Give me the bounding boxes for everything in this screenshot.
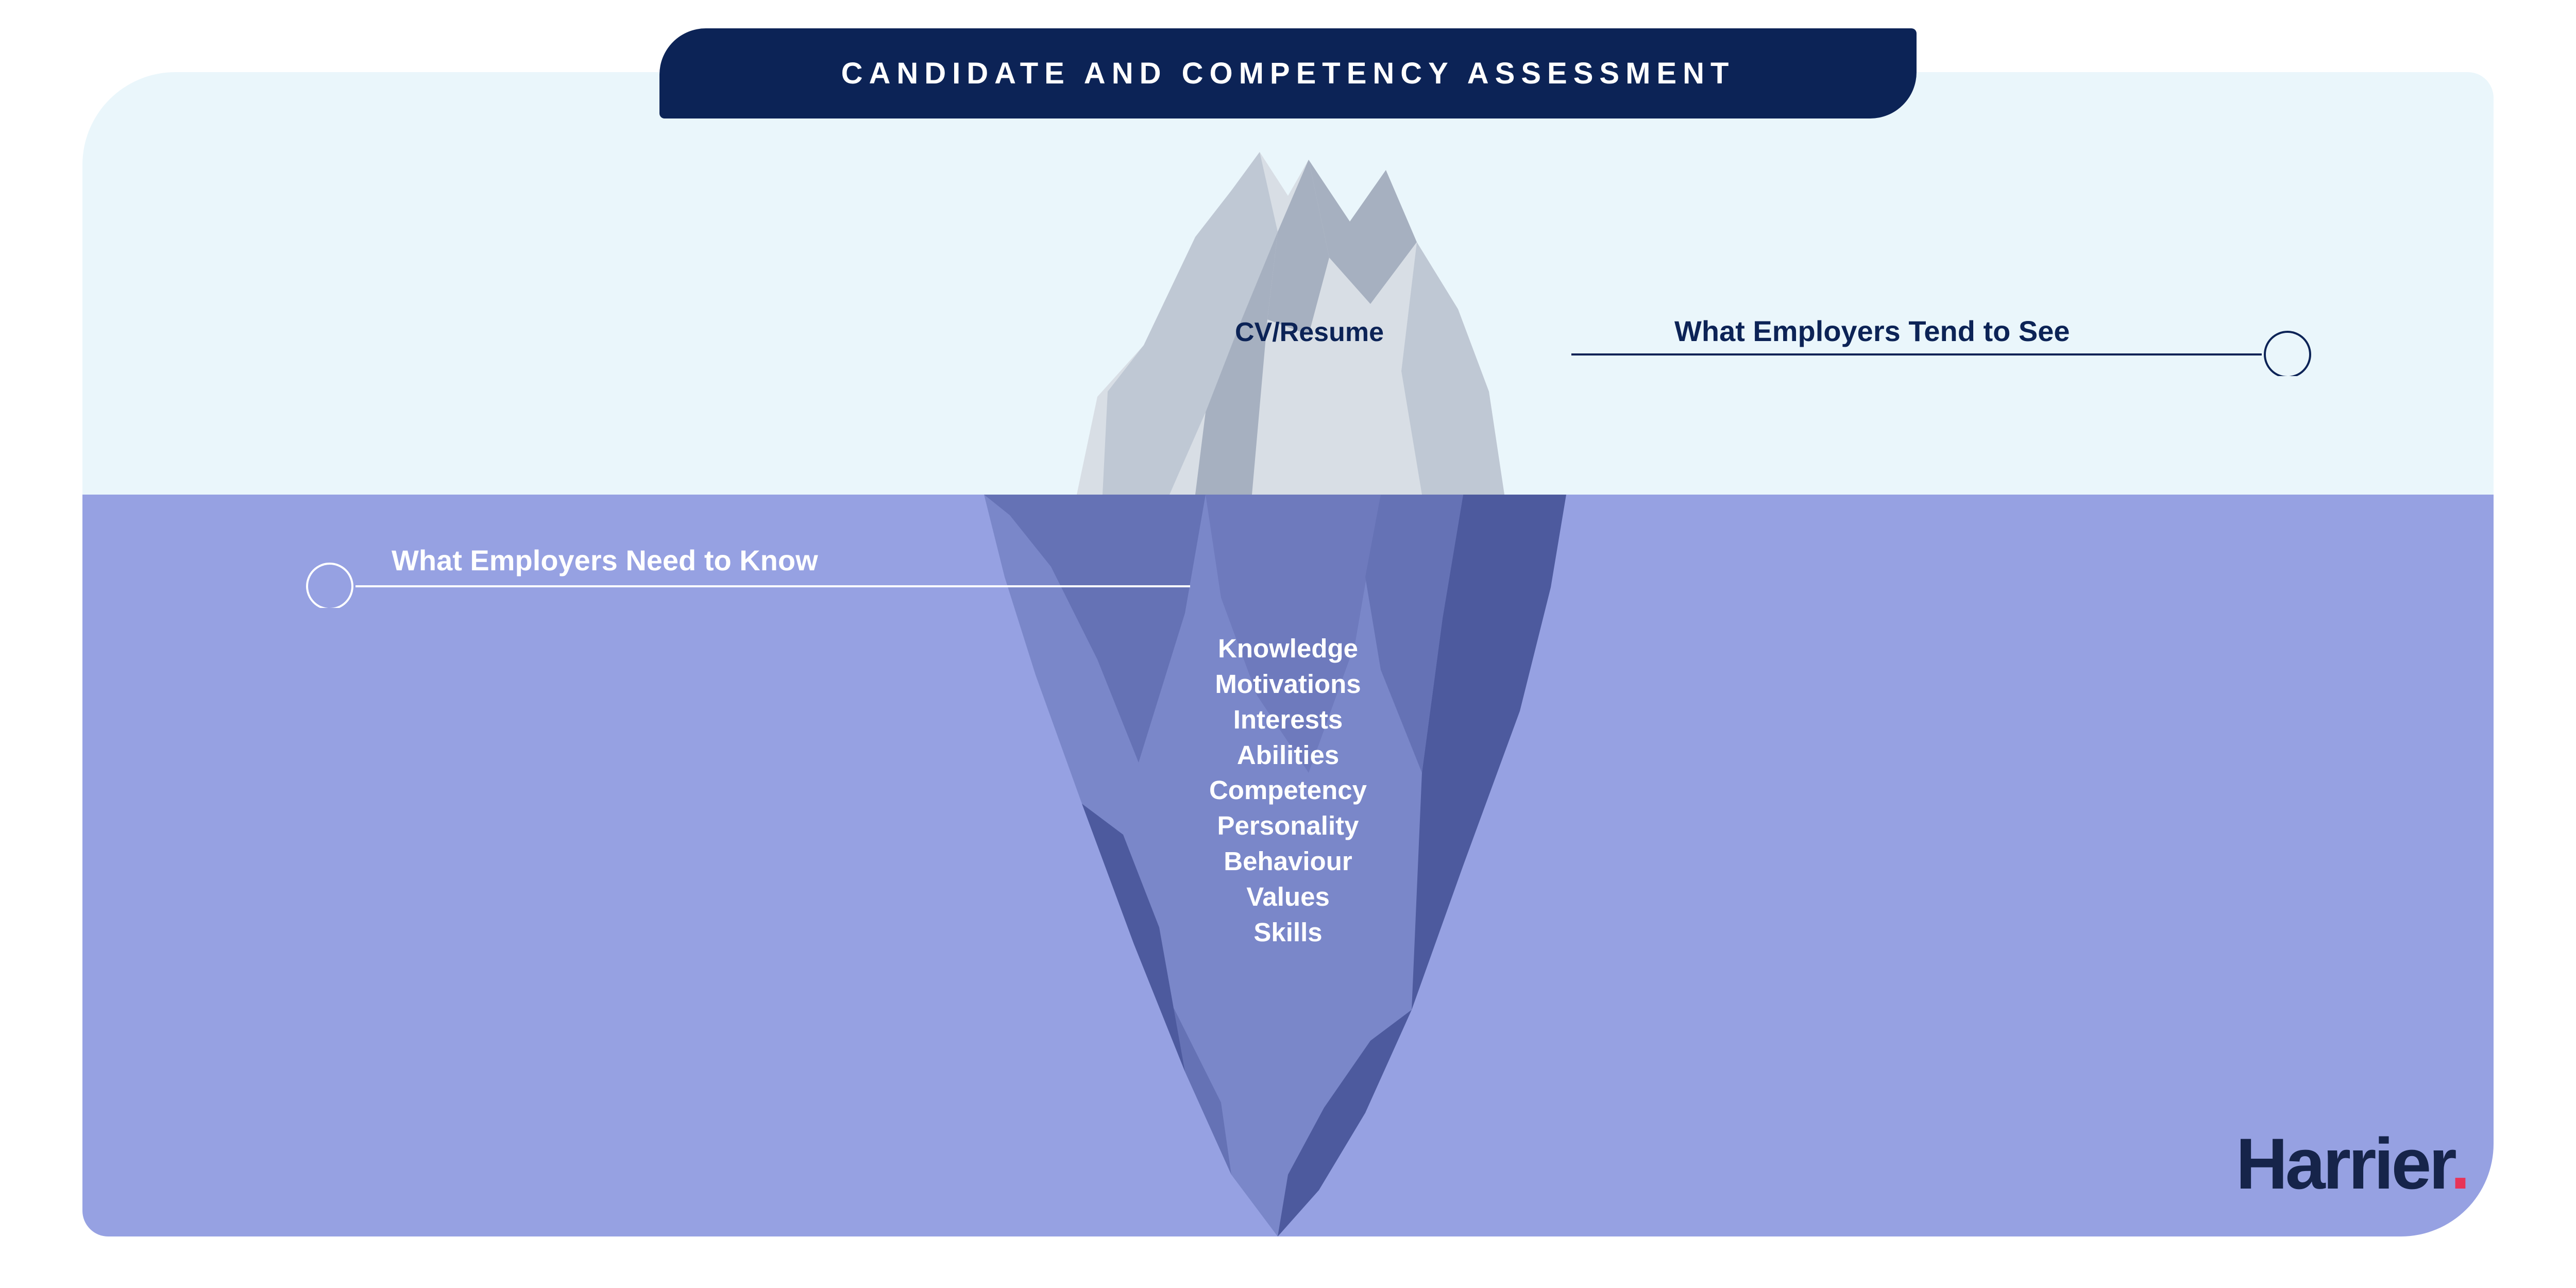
list-item: Competency bbox=[1144, 773, 1432, 808]
list-item: Motivations bbox=[1144, 667, 1432, 702]
callout-above-text: What Employers Tend to See bbox=[1674, 314, 2070, 348]
list-item: Abilities bbox=[1144, 738, 1432, 773]
list-item: Personality bbox=[1144, 808, 1432, 844]
logo-dot: . bbox=[2450, 1123, 2468, 1204]
title-text: CANDIDATE AND COMPETENCY ASSESSMENT bbox=[841, 56, 1735, 91]
list-item: Interests bbox=[1144, 702, 1432, 738]
callout-above: What Employers Tend to See bbox=[1571, 289, 2344, 350]
below-water-list: Knowledge Motivations Interests Abilitie… bbox=[1144, 631, 1432, 951]
list-item: Knowledge bbox=[1144, 631, 1432, 667]
brand-logo: Harrier. bbox=[2236, 1122, 2468, 1206]
list-item: Values bbox=[1144, 879, 1432, 915]
above-water-label: CV/Resume bbox=[1235, 317, 1384, 348]
title-banner: CANDIDATE AND COMPETENCY ASSESSMENT bbox=[659, 28, 1917, 118]
list-item: Skills bbox=[1144, 915, 1432, 951]
callout-below: What Employers Need to Know bbox=[304, 520, 1190, 613]
callout-below-text: What Employers Need to Know bbox=[392, 544, 818, 577]
list-item: Behaviour bbox=[1144, 844, 1432, 879]
logo-text: Harrier bbox=[2236, 1123, 2450, 1204]
